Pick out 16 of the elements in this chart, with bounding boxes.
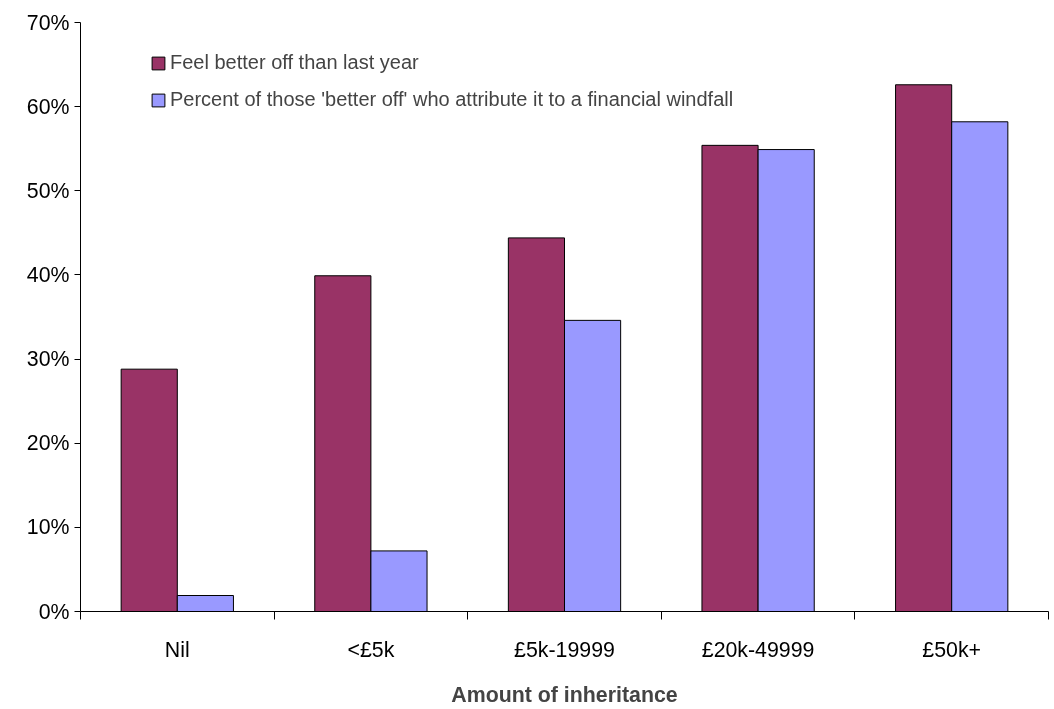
y-tick-label: 20% [26,431,70,456]
y-tick-label: 50% [26,178,70,203]
y-tick-label: 30% [26,347,70,372]
y-tick-label: 10% [26,515,70,540]
y-tick-label: 60% [26,94,70,119]
legend-label: Feel better off than last year [170,51,419,74]
x-axis-title: Amount of inheritance [451,682,678,707]
x-tick-label: £20k-49999 [701,637,815,662]
x-tick-label: <£5k [347,637,395,662]
x-tick-label: £5k-19999 [514,637,615,662]
y-tick-label: 40% [26,262,70,287]
x-tick-label: Nil [164,637,190,662]
x-tick-label: £50k+ [922,637,982,662]
y-tick-label: 0% [38,599,70,624]
legend-label: Percent of those 'better off' who attribute it to a financial windfall [170,88,734,111]
y-tick-label: 70% [26,10,70,35]
